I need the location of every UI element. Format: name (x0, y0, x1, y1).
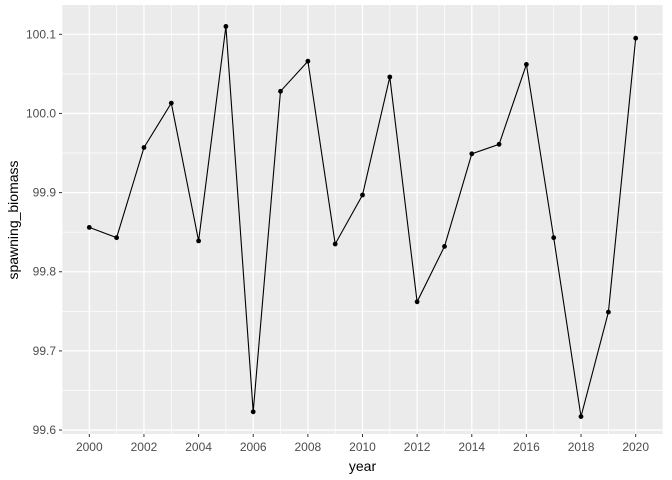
data-point (305, 58, 311, 64)
x-tick-label: 2002 (131, 440, 158, 454)
data-point (250, 409, 256, 415)
y-axis-title: spawning_biomass (5, 160, 21, 280)
data-point (114, 235, 119, 241)
data-point (469, 151, 475, 157)
x-tick-label: 2004 (185, 440, 212, 454)
x-tick-label: 2006 (240, 440, 267, 454)
data-point (606, 309, 611, 315)
y-tick-label: 100.1 (26, 27, 56, 41)
x-tick-label: 2000 (76, 440, 103, 454)
y-tick-label: 99.6 (33, 423, 57, 437)
y-tick-label: 99.8 (33, 265, 57, 279)
data-point (551, 235, 557, 241)
x-tick-label: 2020 (622, 440, 649, 454)
x-tick-label: 2012 (404, 440, 431, 454)
data-point (387, 74, 393, 80)
data-point (414, 299, 420, 305)
y-tick-label: 99.7 (33, 344, 57, 358)
data-point (633, 35, 639, 41)
data-point (578, 414, 584, 419)
data-point (360, 192, 365, 198)
x-axis-title: year (348, 458, 377, 474)
data-point (442, 244, 447, 249)
data-point (332, 241, 338, 247)
data-point (196, 238, 202, 244)
x-tick-label: 2018 (568, 440, 595, 454)
x-tick-label: 2010 (349, 440, 376, 454)
y-tick-label: 99.9 (33, 186, 57, 200)
data-point (496, 141, 502, 147)
x-tick-label: 2016 (513, 440, 540, 454)
x-tick-label: 2014 (458, 440, 485, 454)
data-point (168, 100, 174, 106)
data-point (86, 225, 92, 230)
data-point (223, 24, 229, 29)
x-tick-label: 2008 (295, 440, 322, 454)
data-point (141, 145, 147, 150)
data-point (278, 88, 283, 94)
data-point (524, 62, 529, 67)
y-tick-label: 100.0 (26, 106, 56, 120)
